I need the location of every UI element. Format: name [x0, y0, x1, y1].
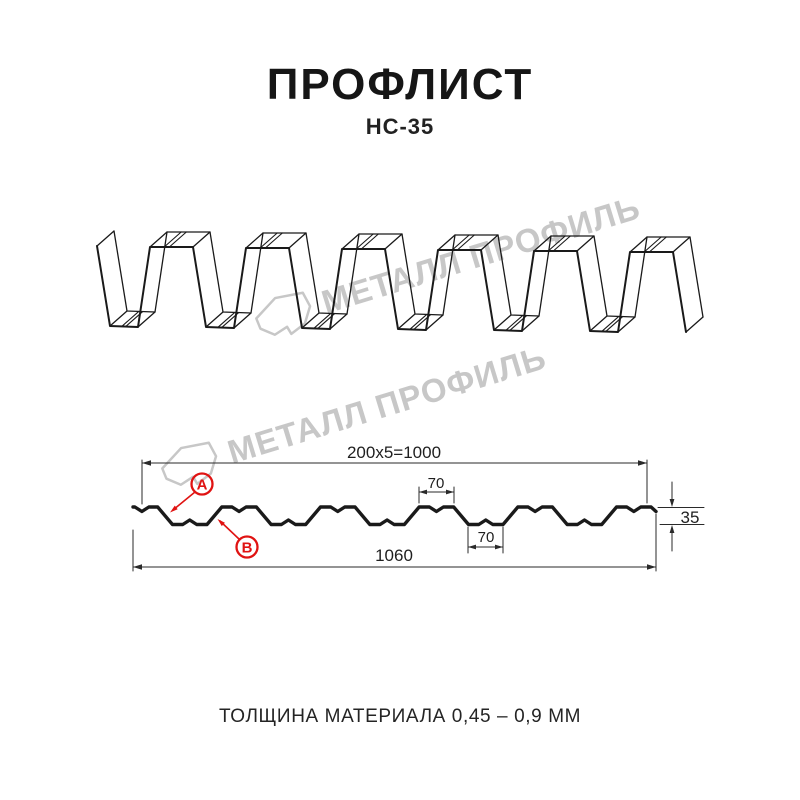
callout-b-label: В [242, 540, 253, 557]
material-thickness-note: ТОЛЩИНА МАТЕРИАЛА 0,45 – 0,9 ММ [218, 706, 582, 727]
page-title: ПРОФЛИСТ [266, 60, 534, 109]
dim-trough-width-label: 70 [478, 529, 495, 546]
profile-cross-section [131, 505, 658, 527]
brand-logo-icon [255, 291, 312, 336]
watermark-brand-upper: МЕТАЛЛ ПРОФИЛЬ [245, 185, 646, 347]
brand-logo-icon [161, 441, 218, 486]
dim-crest-width-label: 70 [428, 475, 445, 492]
dimension-lines [132, 459, 705, 572]
profile-3d-view [96, 230, 704, 333]
dim-pitch-label: 200x5=1000 [347, 443, 441, 462]
profile-code: НС-35 [365, 114, 435, 139]
callout-a-label: А [197, 477, 208, 494]
watermark-brand-lower: МЕТАЛЛ ПРОФИЛЬ [151, 335, 552, 497]
dim-total-width-label: 1060 [375, 546, 413, 565]
callout-markers [170, 472, 259, 559]
dim-height-label: 35 [681, 508, 700, 527]
